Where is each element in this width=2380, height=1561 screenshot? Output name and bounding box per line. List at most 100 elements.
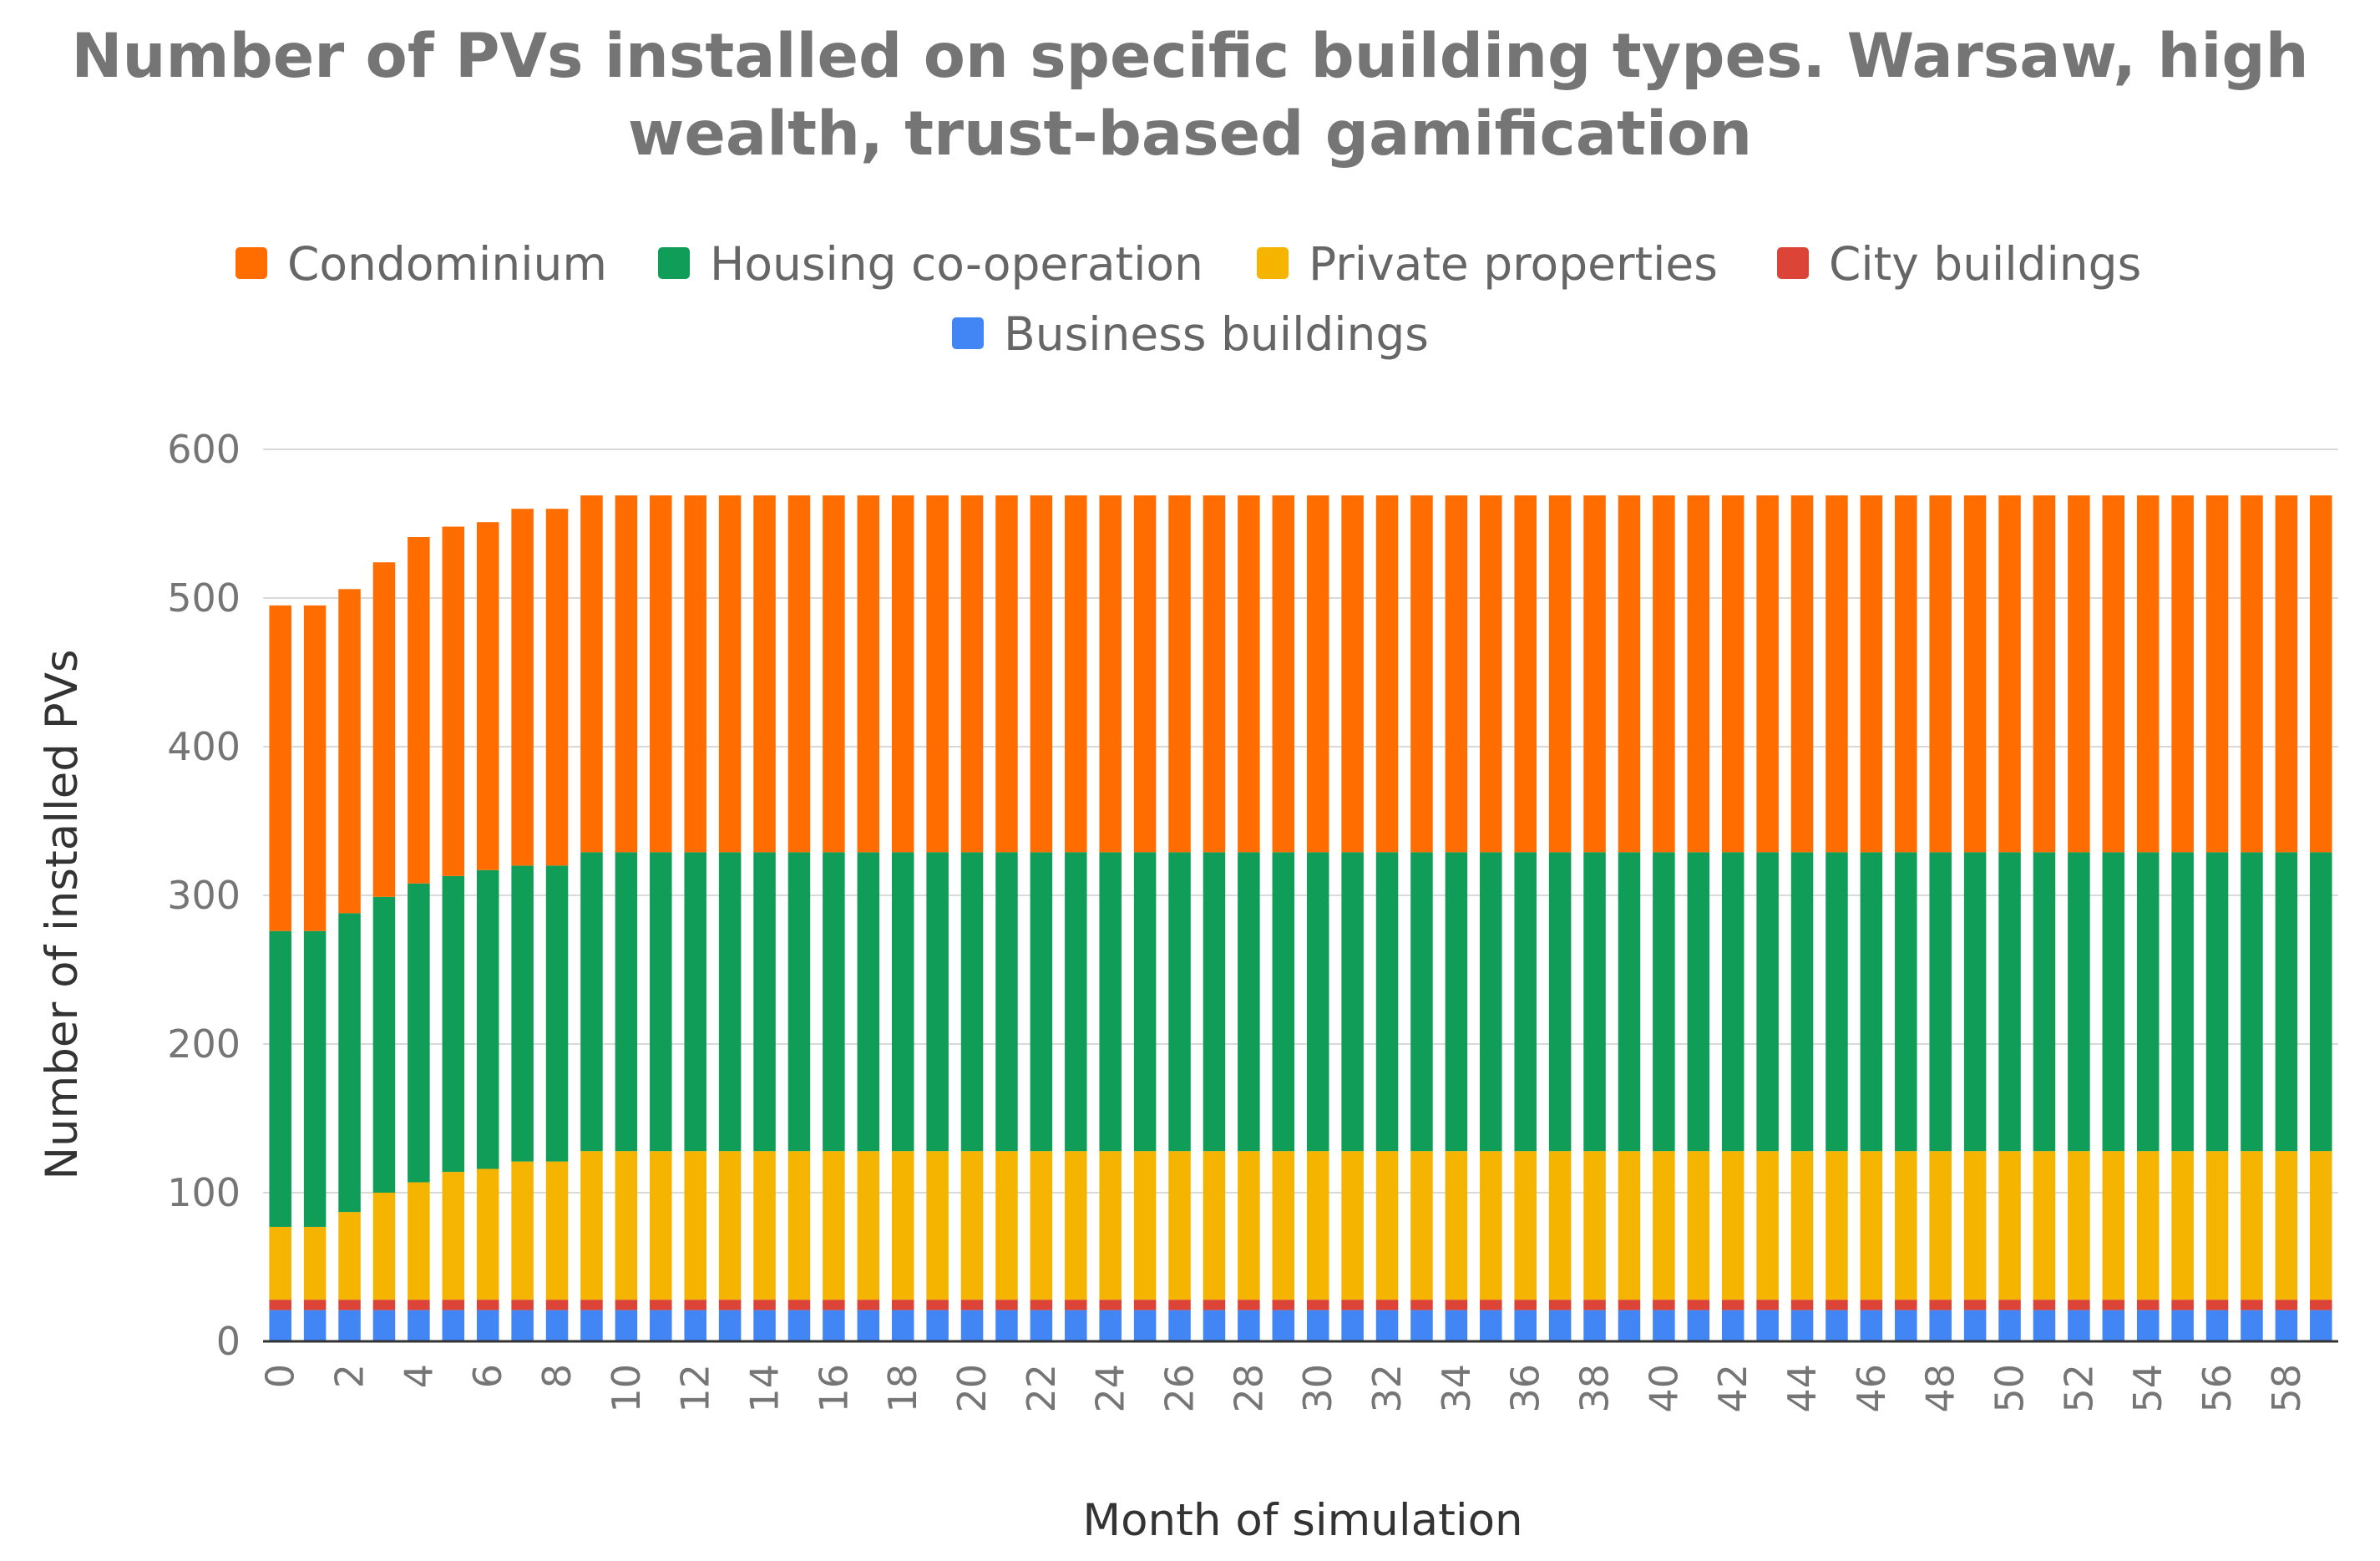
bar-private-properties-month-14 [753,1151,776,1300]
bar-private-properties-month-51 [2033,1151,2056,1300]
bar-business-buildings-month-36 [1514,1310,1537,1341]
y-axis-ticks: 0 100 200 300 400 500 600 [167,427,241,1364]
bar-private-properties-month-28 [1238,1151,1260,1300]
bar-condominium-month-12 [684,495,706,853]
bar-city-buildings-month-51 [2033,1300,2056,1310]
bar-condominium-month-28 [1238,495,1260,853]
bar-private-properties-month-58 [2275,1151,2298,1300]
bar-business-buildings-month-20 [960,1310,984,1341]
bar-business-buildings-month-49 [1963,1310,1987,1341]
bar-city-buildings-month-56 [2205,1300,2229,1310]
x-tick-label-22: 22 [1019,1364,1064,1413]
bar-housing-co-operation-month-45 [1826,852,1848,1152]
bar-housing-co-operation-month-0 [269,930,291,1227]
bar-condominium-month-52 [2068,495,2090,853]
bar-private-properties-month-20 [960,1151,984,1300]
x-tick-label-2: 2 [327,1364,372,1388]
bar-housing-co-operation-month-21 [995,852,1018,1152]
bar-city-buildings-month-43 [1756,1300,1779,1310]
bar-condominium-month-49 [1963,495,1987,853]
bar-private-properties-month-42 [1721,1151,1744,1300]
bar-series [269,495,2332,1341]
bar-condominium-month-56 [2205,495,2229,853]
bar-condominium-month-7 [511,509,534,866]
x-tick-label-12: 12 [673,1364,718,1413]
chart-title-line-2: wealth, trust-based gamification [628,99,1752,170]
bar-private-properties-month-16 [823,1151,845,1300]
bar-business-buildings-month-34 [1445,1310,1468,1341]
bar-business-buildings-month-56 [2205,1310,2229,1341]
bar-private-properties-month-21 [995,1151,1018,1300]
bar-city-buildings-month-3 [372,1300,396,1310]
bar-business-buildings-month-41 [1687,1310,1710,1341]
bar-condominium-month-13 [718,495,742,853]
bar-housing-co-operation-month-18 [891,852,914,1152]
bar-housing-co-operation-month-59 [2310,852,2332,1152]
bar-city-buildings-month-0 [269,1300,291,1310]
y-tick-label-0: 0 [216,1319,241,1364]
bar-city-buildings-month-32 [1375,1300,1399,1310]
bar-private-properties-month-33 [1410,1151,1433,1300]
bar-city-buildings-month-31 [1341,1300,1364,1310]
bar-condominium-month-20 [960,495,984,853]
bar-business-buildings-month-15 [787,1310,811,1341]
bar-city-buildings-month-52 [2068,1300,2090,1310]
bar-private-properties-month-19 [926,1151,949,1300]
x-tick-label-52: 52 [2056,1364,2101,1413]
bar-housing-co-operation-month-13 [718,852,742,1152]
bar-private-properties-month-52 [2068,1151,2090,1300]
bar-business-buildings-month-45 [1826,1310,1848,1341]
bar-city-buildings-month-44 [1790,1300,1814,1310]
bar-private-properties-month-54 [2136,1151,2160,1300]
bar-housing-co-operation-month-48 [1929,852,1952,1152]
bar-city-buildings-month-27 [1203,1300,1226,1310]
bar-housing-co-operation-month-51 [2033,852,2056,1152]
bar-business-buildings-month-43 [1756,1310,1779,1341]
bar-condominium-month-14 [753,495,776,853]
bar-city-buildings-month-45 [1826,1300,1848,1310]
bar-private-properties-month-24 [1099,1151,1122,1300]
bar-city-buildings-month-12 [684,1300,706,1310]
bar-city-buildings-month-17 [857,1300,880,1310]
bar-private-properties-month-3 [372,1193,396,1300]
bar-business-buildings-month-16 [823,1310,845,1341]
legend-swatch-business-buildings [952,317,984,349]
bar-housing-co-operation-month-37 [1548,852,1572,1152]
bar-city-buildings-month-8 [545,1300,569,1310]
bar-housing-co-operation-month-50 [1998,852,2021,1152]
bar-business-buildings-month-7 [511,1310,534,1341]
bar-housing-co-operation-month-43 [1756,852,1779,1152]
bar-business-buildings-month-47 [1895,1310,1917,1341]
bar-city-buildings-month-37 [1548,1300,1572,1310]
bar-city-buildings-month-24 [1099,1300,1122,1310]
bar-city-buildings-month-21 [995,1300,1018,1310]
bar-condominium-month-19 [926,495,949,853]
bar-condominium-month-30 [1306,495,1329,853]
bar-city-buildings-month-11 [650,1300,672,1310]
bar-condominium-month-0 [269,605,291,931]
bar-city-buildings-month-54 [2136,1300,2160,1310]
bar-private-properties-month-2 [338,1212,361,1300]
bar-city-buildings-month-2 [338,1300,361,1310]
bar-private-properties-month-27 [1203,1151,1226,1300]
bar-condominium-month-31 [1341,495,1364,853]
bar-condominium-month-53 [2102,495,2125,853]
y-tick-label-100: 100 [167,1170,241,1215]
legend-label-private-properties: Private properties [1309,237,1718,291]
x-tick-label-6: 6 [465,1364,510,1388]
bar-business-buildings-month-42 [1721,1310,1744,1341]
bar-condominium-month-59 [2310,495,2332,853]
bar-housing-co-operation-month-4 [408,883,430,1183]
bar-city-buildings-month-26 [1168,1300,1191,1310]
bar-private-properties-month-22 [1030,1151,1053,1300]
bar-city-buildings-month-59 [2310,1300,2332,1310]
bar-housing-co-operation-month-11 [650,852,672,1152]
bar-housing-co-operation-month-1 [303,930,327,1227]
bar-housing-co-operation-month-42 [1721,852,1744,1152]
bar-business-buildings-month-10 [615,1310,638,1341]
bar-condominium-month-35 [1480,495,1502,853]
bar-condominium-month-43 [1756,495,1779,853]
bar-private-properties-month-6 [476,1168,499,1300]
bar-condominium-month-11 [650,495,672,853]
